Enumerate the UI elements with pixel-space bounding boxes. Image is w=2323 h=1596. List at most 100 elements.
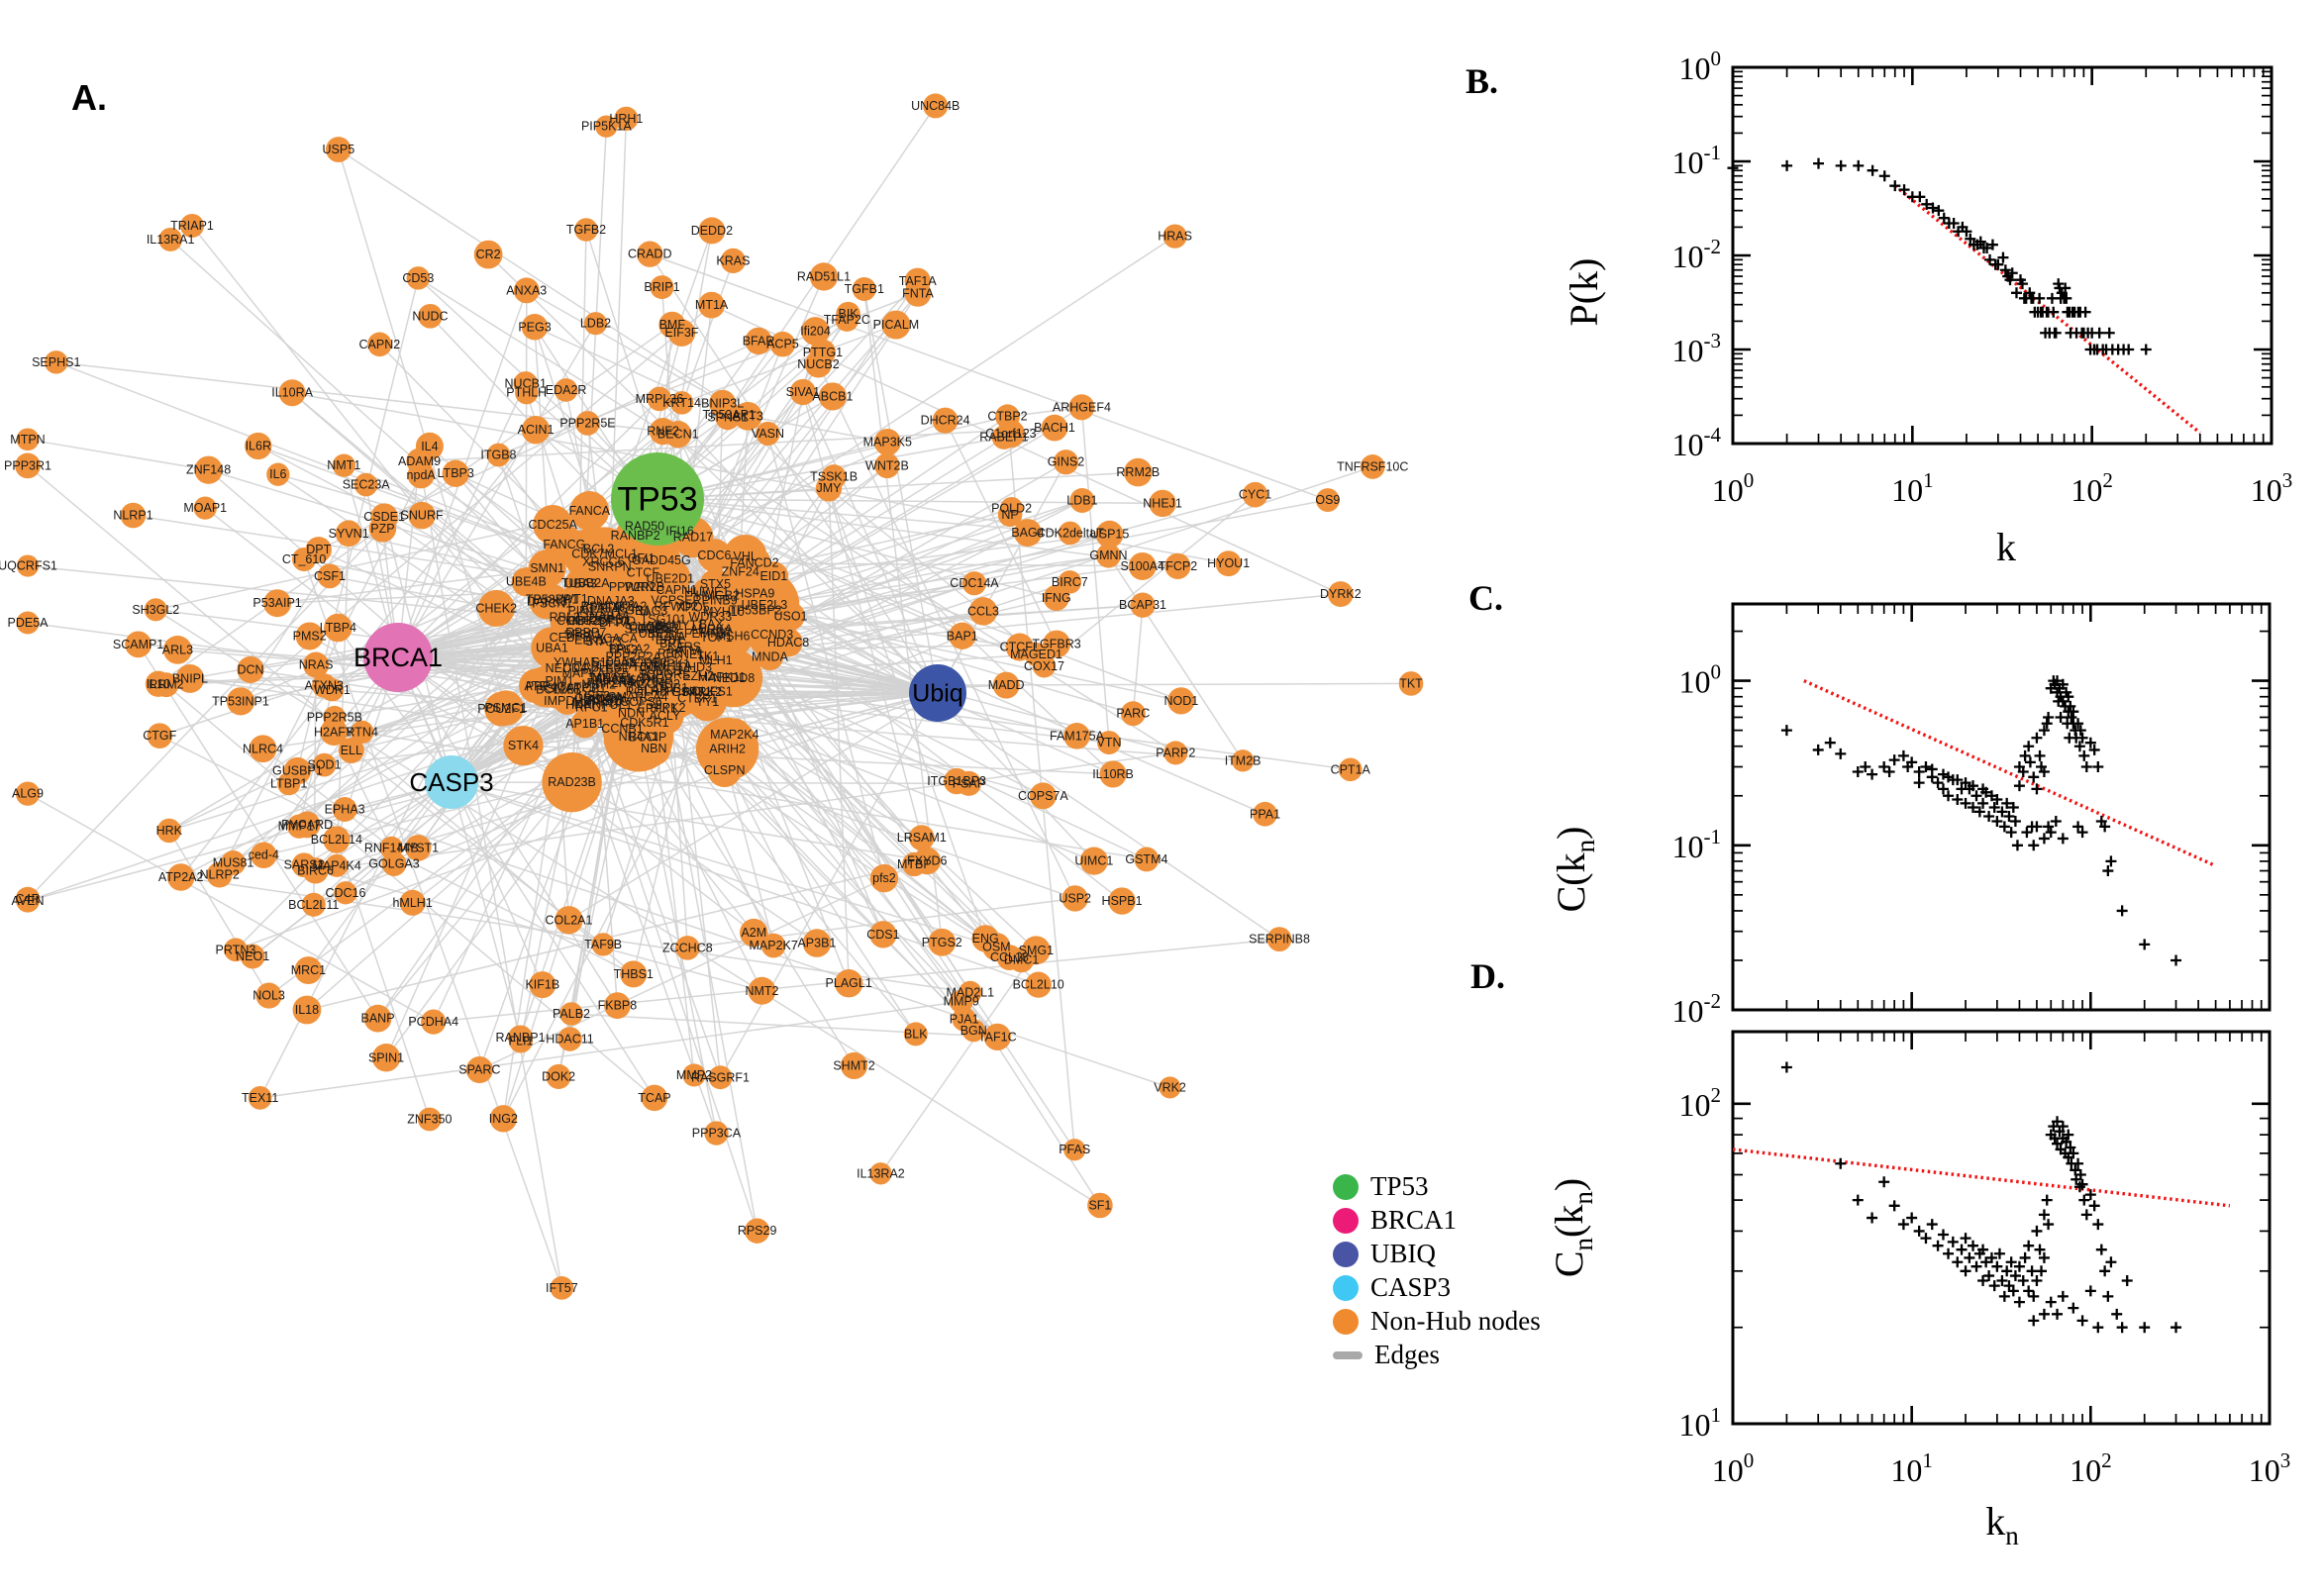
node-label: AKAP8 — [618, 672, 657, 686]
network-node — [744, 1218, 770, 1244]
network-node — [1398, 671, 1424, 696]
node-label: ACLY — [650, 709, 681, 723]
node-label: EPHA3 — [325, 803, 365, 817]
node-label: AP3B1 — [797, 937, 836, 950]
node-label: CHEK2 — [475, 601, 517, 615]
node-label: ELL — [341, 744, 362, 757]
node-label: SARS2 — [284, 858, 325, 872]
node-label: ZNF148 — [186, 463, 231, 477]
node-label: COPS7A — [1018, 789, 1068, 803]
ytick-label: 10-1 — [1672, 141, 1722, 180]
node-label: SOD1 — [308, 758, 342, 772]
network-node — [248, 1086, 272, 1110]
node-label: MNAT1 — [592, 671, 633, 685]
node-label: DOK2 — [542, 1069, 575, 1083]
node-label: TAF9B — [584, 938, 622, 951]
axis-ticks — [1731, 1032, 2272, 1426]
legend-item-ubiq: UBIQ — [1333, 1239, 1541, 1268]
node-label: CDK7 — [571, 548, 604, 561]
node-label: THBS1 — [614, 967, 654, 981]
network-node — [949, 989, 973, 1014]
node-label: TGFB2 — [566, 223, 606, 237]
node-label: MAGED1 — [1010, 648, 1062, 661]
node-label: MTBP — [897, 857, 932, 871]
node-label: IL6R — [246, 440, 271, 453]
network-node — [1167, 687, 1195, 715]
network-node — [1164, 552, 1191, 580]
node-label: PRTN3 — [216, 943, 256, 956]
network-node — [1058, 570, 1082, 594]
y-axis-title: P(k) — [1562, 258, 1606, 327]
node-label: UBE2L3 — [742, 598, 788, 612]
node-label: CCL3 — [967, 604, 999, 618]
network-node — [421, 1009, 447, 1035]
node-label: YWHAE — [554, 655, 599, 669]
node-label: AURKA — [690, 623, 734, 637]
legend: TP53 BRCA1 UBIQ CASP3 Non-Hub nodes Edges — [1329, 1170, 1545, 1371]
node-label: HRAS — [1158, 230, 1192, 244]
network-node — [418, 303, 443, 329]
node-label: SHMT2 — [833, 1058, 874, 1072]
node-label: PSMD1 — [581, 600, 624, 614]
network-node — [245, 432, 272, 460]
node-label: SF3A1 — [563, 628, 601, 642]
node-label: ITGB8 — [480, 449, 516, 462]
node-label: MAP4K4 — [312, 858, 360, 872]
node-label: USP15 — [1090, 528, 1130, 542]
node-label: TEX11 — [242, 1091, 278, 1105]
node-label: CLSPN — [704, 763, 746, 777]
node-label: IL6 — [269, 467, 286, 481]
node-label: TSG101 — [641, 613, 687, 627]
node-label: USP5 — [323, 143, 355, 156]
network-node — [647, 386, 672, 412]
node-label: MRE11A — [644, 658, 693, 672]
network-node — [983, 1023, 1011, 1051]
network-node — [406, 266, 431, 290]
node-label: MRC1 — [291, 963, 326, 977]
node-label: EDA2R — [546, 383, 587, 397]
node-label: WNT2B — [865, 458, 909, 472]
network-node — [317, 563, 343, 589]
node-label: TUBB2A — [561, 576, 610, 590]
node-label: STAT5A — [624, 622, 669, 636]
node-label: NDUFS1 — [683, 685, 733, 699]
node-label: TSSK1B — [810, 470, 858, 484]
network-node — [595, 115, 618, 138]
ytick-label: 100 — [1679, 660, 1722, 700]
legend-item-brca1: BRCA1 — [1333, 1205, 1541, 1235]
node-label: CRADD — [628, 248, 671, 261]
node-label: HIPK2 — [650, 701, 685, 715]
node-label: PTTG1 — [803, 346, 843, 359]
axis-ticks — [1731, 604, 2272, 1012]
legend-item-label: CASP3 — [1370, 1272, 1452, 1302]
network-node — [818, 382, 848, 411]
network-node — [1163, 741, 1188, 765]
data-points — [1780, 1061, 2182, 1334]
network-node — [320, 678, 345, 702]
node-label: UBE2I — [639, 627, 674, 641]
node-label: NEDD4 — [546, 661, 587, 675]
node-label: CTBP2 — [987, 410, 1027, 424]
network-node — [658, 311, 686, 339]
node-label: DHCR24 — [921, 414, 970, 428]
network-node — [1215, 550, 1242, 577]
node-label: DMC1 — [1004, 953, 1039, 967]
network-node — [324, 613, 353, 643]
panel-label-a: A. — [71, 77, 107, 118]
network-node — [325, 853, 349, 877]
network-node — [913, 847, 942, 875]
node-label: PBK — [657, 647, 683, 660]
network-node — [1338, 757, 1363, 782]
node-label: BCL2L10 — [1013, 978, 1064, 992]
node-label: ZNF350 — [407, 1112, 452, 1126]
node-label: NUDC — [412, 309, 448, 323]
node-label: CYC1 — [1239, 488, 1271, 502]
node-label: SPARC — [458, 1063, 500, 1077]
network-node — [1087, 1192, 1113, 1219]
node-label: LDB1 — [1066, 493, 1097, 507]
xtick-label: 100 — [1712, 468, 1755, 508]
node-label: PPP3R1 — [4, 458, 51, 472]
node-label: SMARCA4 — [608, 690, 667, 704]
network-node — [1327, 581, 1354, 607]
network-node — [776, 601, 805, 631]
